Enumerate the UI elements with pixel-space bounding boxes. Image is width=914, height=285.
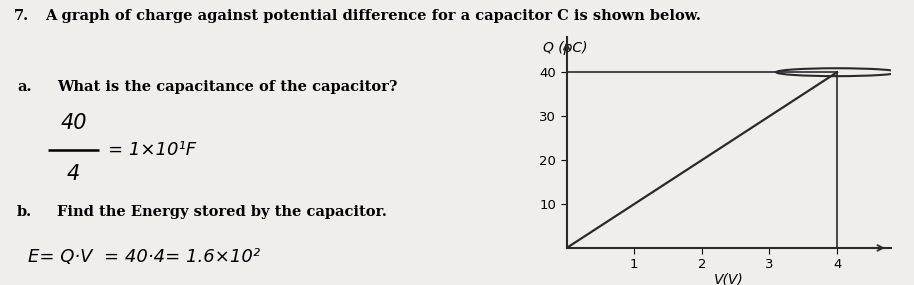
- Text: 40: 40: [60, 113, 87, 133]
- Text: Q (pC): Q (pC): [543, 41, 588, 56]
- Text: b.: b.: [17, 205, 32, 219]
- Text: 4: 4: [67, 164, 80, 184]
- Text: What is the capacitance of the capacitor?: What is the capacitance of the capacitor…: [57, 80, 397, 94]
- X-axis label: V(V): V(V): [714, 273, 744, 285]
- Text: E= Q·V  = 40·4= 1.6×10²: E= Q·V = 40·4= 1.6×10²: [28, 247, 260, 266]
- Text: a.: a.: [17, 80, 31, 94]
- Text: A graph of charge against potential difference for a capacitor C is shown below.: A graph of charge against potential diff…: [46, 9, 701, 23]
- Text: Find the Energy stored by the capacitor.: Find the Energy stored by the capacitor.: [57, 205, 387, 219]
- Text: = 1×10¹F: = 1×10¹F: [108, 141, 196, 159]
- Text: 7.: 7.: [15, 9, 29, 23]
